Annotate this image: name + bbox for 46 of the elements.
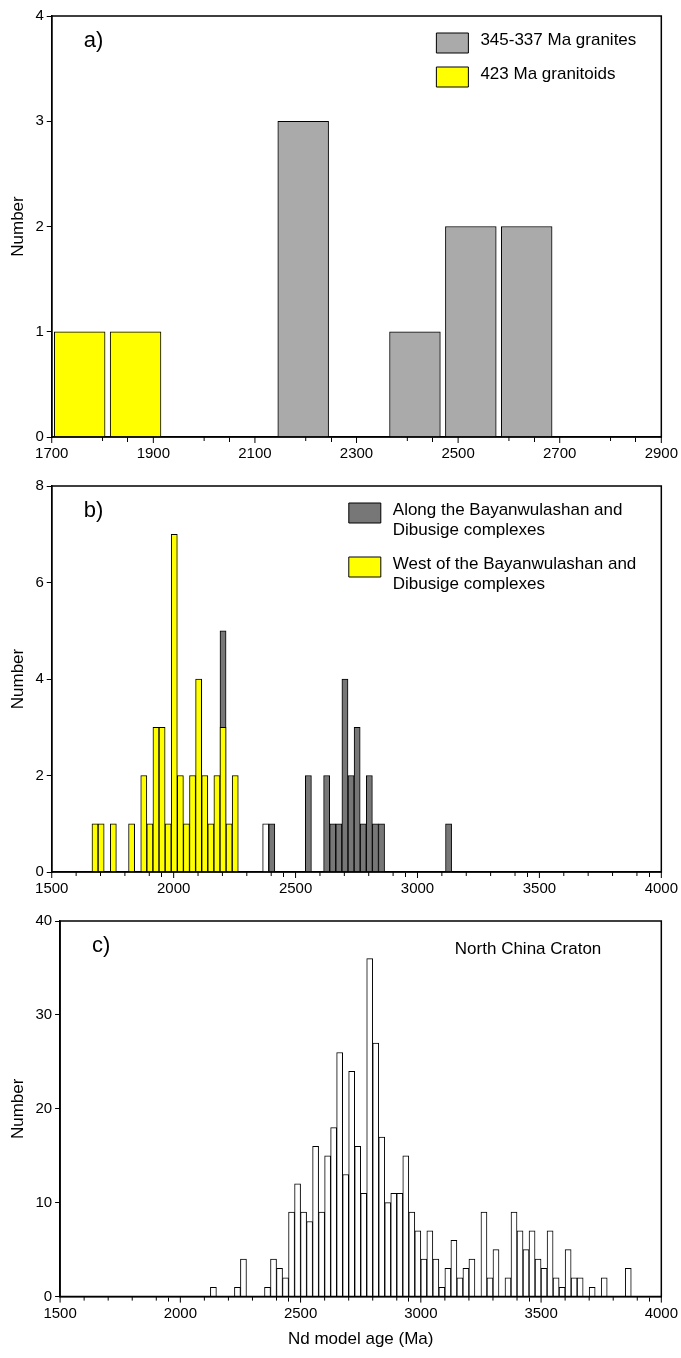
x-tick-label: 3000 [400, 879, 435, 897]
x-tick-label: 3500 [522, 879, 557, 897]
x-tick-label: 4000 [644, 879, 678, 897]
y-axis-title: Number [7, 195, 27, 257]
x-tick-label: 1700 [35, 444, 69, 462]
x-tick-label: 2300 [339, 444, 374, 462]
y-axis-title: Number [7, 648, 27, 710]
annotation: North China Craton [454, 939, 602, 959]
text: c) [92, 932, 111, 958]
legend-label: Along the Bayanwulashan and Dibusige complexes [392, 500, 623, 540]
y-tick-label: 0 [43, 1286, 53, 1304]
y-tick-label: 6 [35, 572, 44, 590]
x-tick-label: 2100 [238, 444, 272, 462]
y-tick-label: 20 [35, 1098, 53, 1116]
x-tick-label: 4000 [644, 1303, 678, 1321]
y-tick-label: 4 [35, 669, 44, 687]
x-tick-label: 2500 [441, 444, 475, 462]
y-tick-label: 2 [35, 216, 44, 234]
text: b) [83, 497, 104, 523]
y-tick-label: 1 [35, 321, 44, 339]
x-tick-label: 2500 [278, 879, 313, 897]
y-tick-label: 2 [35, 765, 44, 783]
x-tick-label: 2700 [543, 444, 577, 462]
legend-label: West of the Bayanwulashan and Dibusige complexes [392, 554, 637, 594]
y-axis-title: Number [7, 1078, 27, 1140]
legend-label: 345-337 Ma granites [480, 30, 637, 50]
x-tick-label: 3000 [404, 1303, 438, 1321]
x-tick-label: 1500 [35, 879, 69, 897]
x-tick-label: 2000 [163, 1303, 198, 1321]
x-tick-label: 2900 [644, 444, 678, 462]
x-tick-label: 1500 [43, 1303, 77, 1321]
y-tick-label: 3 [35, 111, 44, 129]
y-tick-label: 8 [35, 476, 44, 494]
text: a) [83, 27, 104, 53]
x-tick-label: 2500 [283, 1303, 318, 1321]
y-tick-label: 0 [35, 427, 44, 445]
x-tick-label: 1900 [136, 444, 171, 462]
legend-label: 423 Ma granitoids [480, 64, 616, 84]
x-axis-title: Nd model age (Ma) [287, 1329, 434, 1349]
x-tick-label: 2000 [156, 879, 191, 897]
x-tick-label: 3500 [524, 1303, 558, 1321]
y-tick-label: 40 [35, 911, 53, 929]
y-tick-label: 0 [35, 862, 44, 880]
y-tick-label: 4 [35, 6, 44, 24]
y-tick-label: 30 [35, 1005, 53, 1023]
y-tick-label: 10 [35, 1192, 53, 1210]
